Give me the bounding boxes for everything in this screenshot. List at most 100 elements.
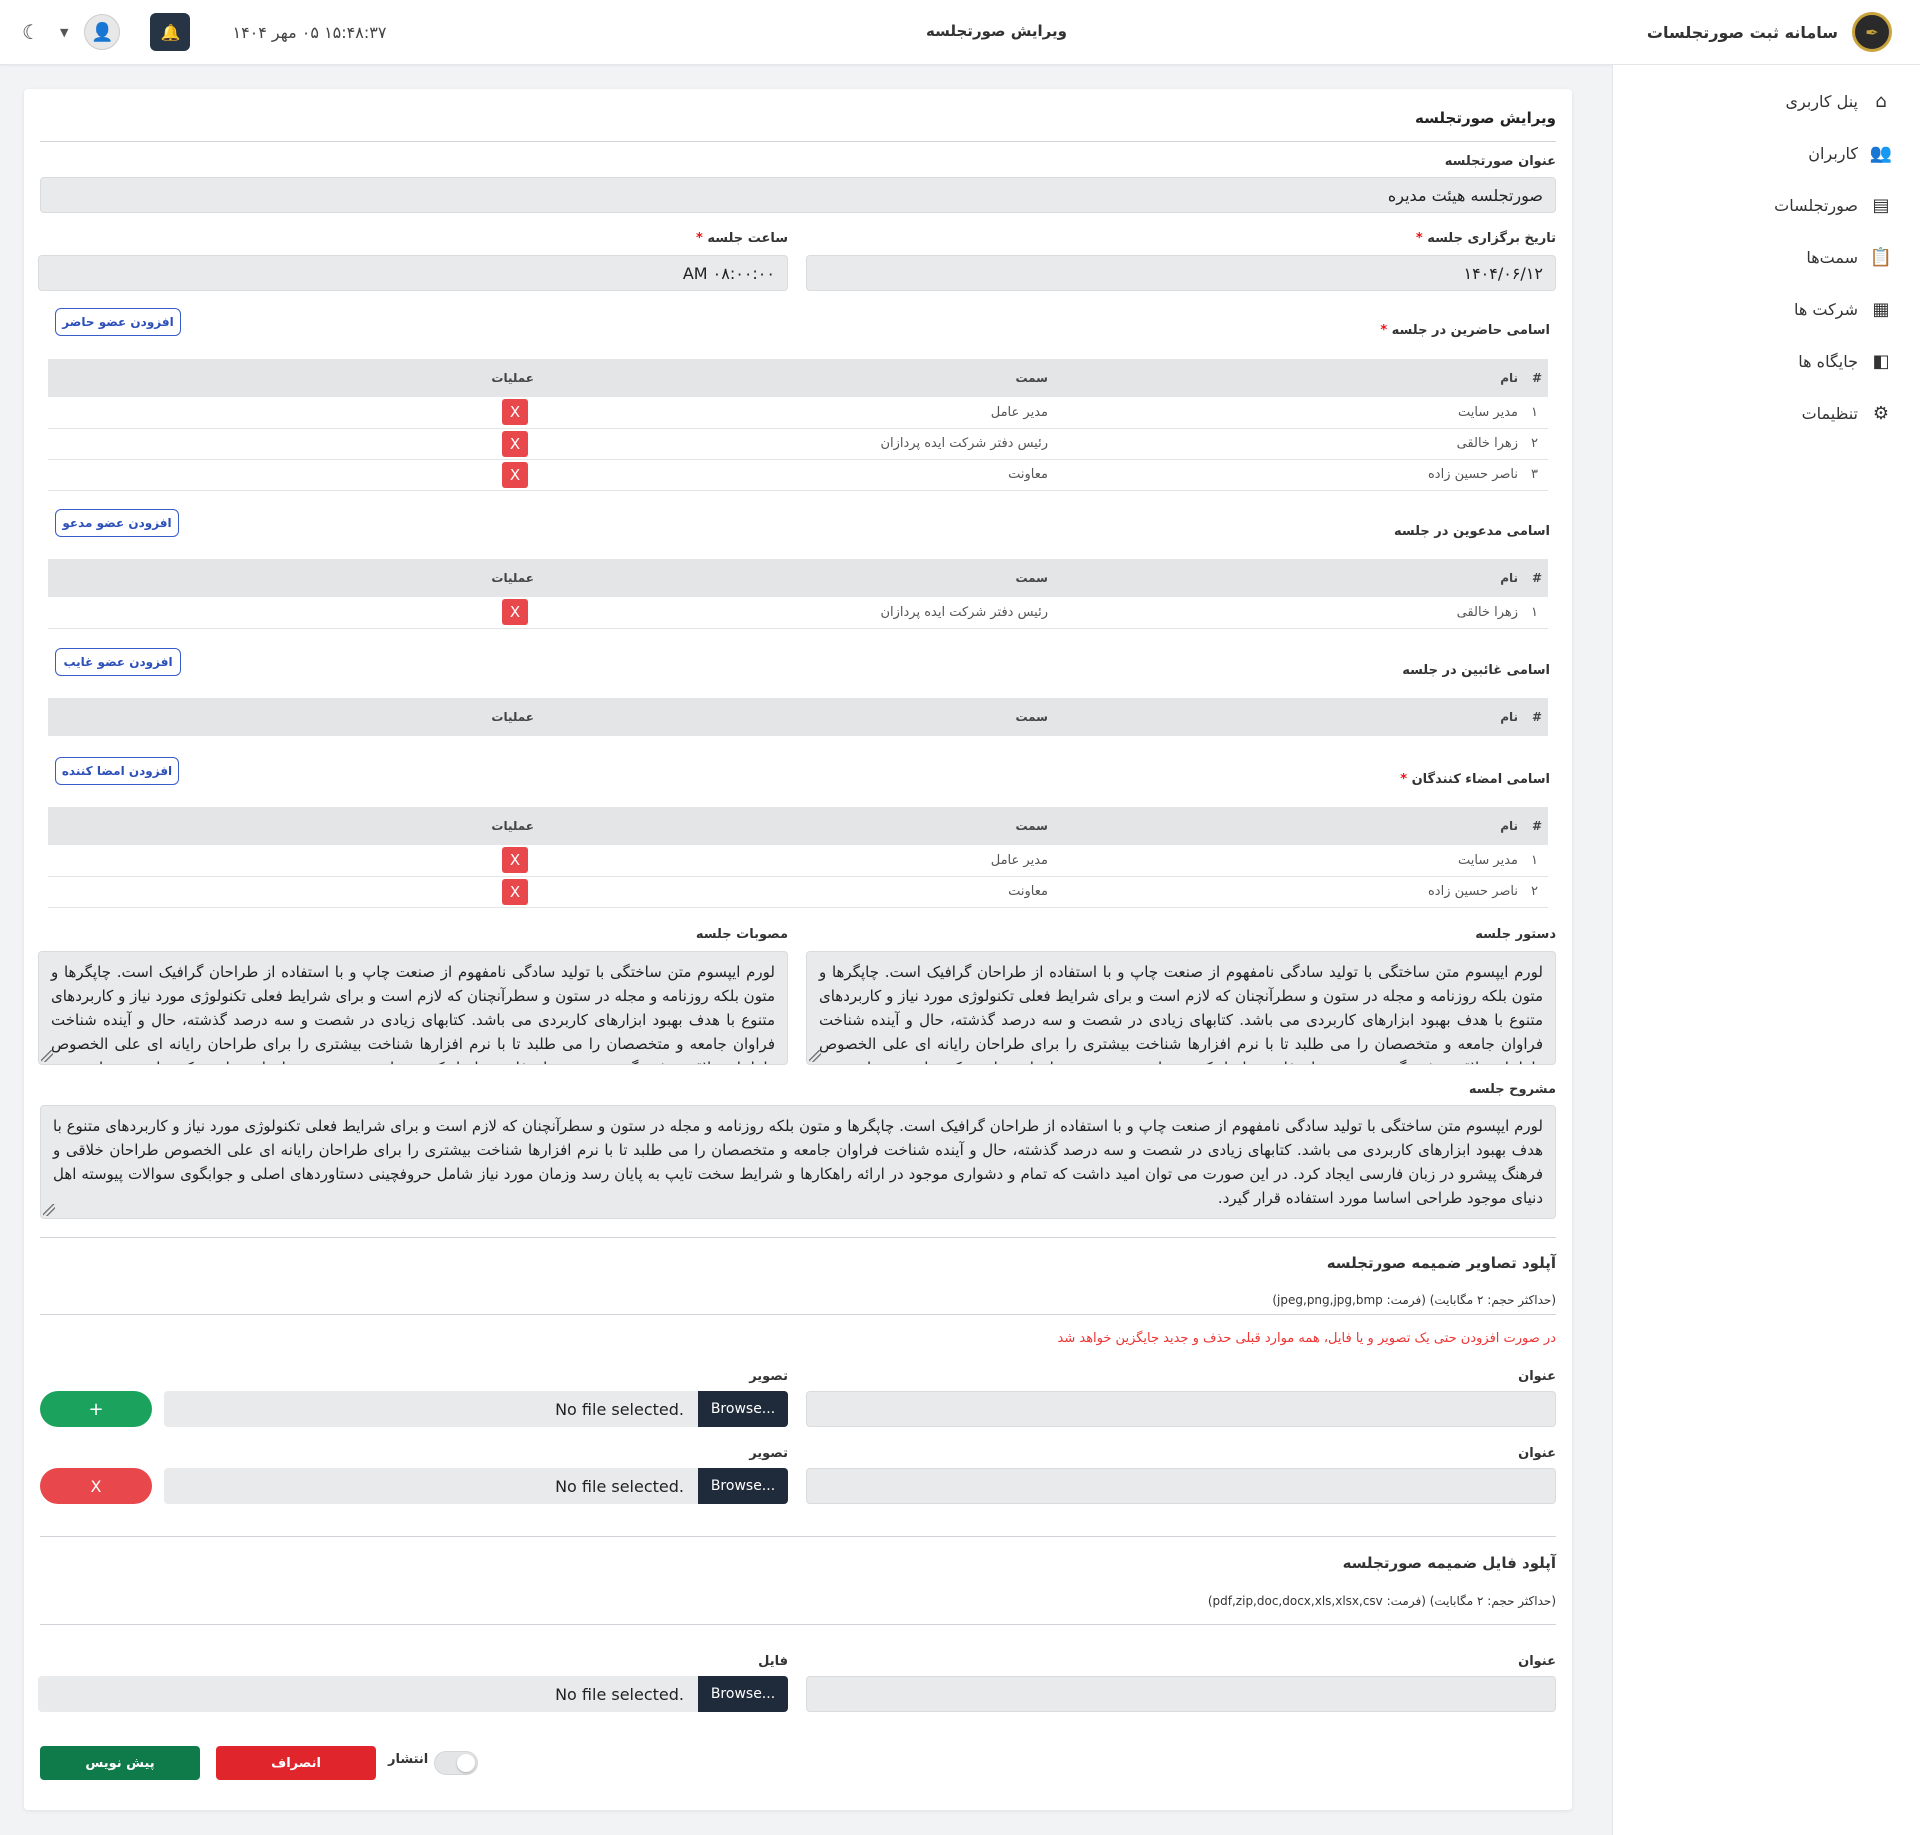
row-role: معاونت	[548, 876, 1048, 908]
divider	[40, 1624, 1556, 1625]
col-name: نام	[1048, 807, 1518, 845]
col-ops: عملیات	[48, 698, 548, 736]
agenda-textarea[interactable]: لورم ایپسوم متن ساختگی با تولید سادگی نا…	[806, 951, 1556, 1065]
resolutions-textarea[interactable]: لورم ایپسوم متن ساختگی با تولید سادگی نا…	[38, 951, 788, 1065]
title-input[interactable]: صورتجلسه هیئت مدیره	[40, 177, 1556, 213]
browse-button[interactable]: Browse...	[698, 1391, 788, 1427]
row-name: زهرا خالقی	[1048, 428, 1518, 460]
dark-mode-icon[interactable]: ☾	[22, 20, 40, 44]
agenda-label: دستور جلسه	[1475, 927, 1556, 942]
add-absentee-button[interactable]: افزودن عضو غایب	[55, 648, 181, 676]
top-bar: ✒ سامانه ثبت صورتجلسات ویرایش صورتجلسه ☾…	[0, 0, 1920, 65]
minutes-textarea[interactable]: لورم ایپسوم متن ساختگی با تولید سادگی نا…	[40, 1105, 1556, 1219]
sidebar-item-label: سمت‌ها	[1806, 248, 1858, 267]
upload-warning: در صورت افزودن حتی یک تصویر و یا فایل، ه…	[1057, 1331, 1556, 1346]
brand[interactable]: ✒ سامانه ثبت صورتجلسات	[1647, 12, 1892, 52]
image-title-input[interactable]	[806, 1391, 1556, 1427]
publish-toggle[interactable]	[434, 1751, 478, 1775]
delete-button[interactable]: X	[502, 878, 528, 905]
sidebar-item-roles[interactable]: 📋 سمت‌ها	[1806, 247, 1892, 268]
col-role: سمت	[548, 559, 1048, 597]
delete-button[interactable]: X	[502, 599, 528, 626]
edit-minutes-card: ویرایش صورتجلسه عنوان صورتجلسه صورتجلسه …	[24, 89, 1572, 1810]
row-num: ۱	[1518, 397, 1548, 429]
date-label: تاریخ برگزاری جلسه *	[1415, 231, 1556, 246]
door-icon: ◧	[1872, 351, 1890, 372]
image-file-input[interactable]: No file selected. Browse...	[164, 1391, 788, 1427]
time-label: ساعت جلسه *	[696, 231, 788, 246]
chevron-down-icon[interactable]: ▼	[60, 25, 69, 39]
resize-handle[interactable]	[43, 1204, 55, 1216]
col-name: نام	[1048, 559, 1518, 597]
invitees-table: # نام سمت عملیات ۱ زهرا خالقی رئیس دفتر …	[48, 559, 1548, 629]
required-mark: *	[696, 231, 703, 246]
sidebar-item-companies[interactable]: ▦ شرکت ها	[1794, 299, 1892, 320]
browse-button[interactable]: Browse...	[698, 1468, 788, 1504]
browse-button[interactable]: Browse...	[698, 1676, 788, 1712]
required-mark: *	[1400, 772, 1408, 787]
delete-button[interactable]: X	[502, 399, 528, 426]
publish-label: انتشار	[388, 1752, 429, 1767]
resize-handle[interactable]	[809, 1050, 821, 1062]
add-image-row-button[interactable]: +	[40, 1391, 152, 1427]
cancel-button[interactable]: انصراف	[216, 1746, 376, 1780]
table-row: ۱ زهرا خالقی رئیس دفتر شرکت ایده پردازان…	[48, 597, 1548, 629]
sidebar-item-settings[interactable]: ⚙ تنظیمات	[1802, 403, 1892, 424]
row-name: زهرا خالقی	[1048, 597, 1518, 629]
bell-icon[interactable]: 🔔	[150, 13, 191, 51]
building-icon: ▦	[1872, 299, 1890, 320]
attachment-file-input[interactable]: No file selected. Browse...	[38, 1676, 788, 1712]
image-title-input[interactable]	[806, 1468, 1556, 1504]
col-role: سمت	[548, 359, 1048, 397]
image-label: تصویر	[749, 1369, 788, 1384]
file-title-input[interactable]	[806, 1676, 1556, 1712]
row-num: ۲	[1518, 428, 1548, 460]
image-file-input[interactable]: No file selected. Browse...	[164, 1468, 788, 1504]
absentees-label: اسامی غائبین در جلسه	[1402, 663, 1550, 678]
row-num: ۲	[1518, 876, 1548, 908]
title-label: عنوان صورتجلسه	[1444, 154, 1556, 169]
add-attendee-button[interactable]: افزودن عضو حاضر	[55, 308, 181, 336]
delete-button[interactable]: X	[502, 430, 528, 457]
sidebar-item-minutes[interactable]: ▤ صورتجلسات	[1774, 195, 1892, 216]
row-role: رئیس دفتر شرکت ایده پردازان	[548, 428, 1048, 460]
files-upload-note: (حداکثر حجم: ۲ مگابایت) (فرمت: pdf,zip,d…	[1207, 1594, 1556, 1608]
home-icon: ⌂	[1875, 91, 1887, 112]
sidebar-item-dashboard[interactable]: ⌂ پنل کاربری	[1785, 91, 1892, 112]
attendees-table: # نام سمت عملیات ۱ مدیر سایت مدیر عامل X…	[48, 359, 1548, 491]
agenda-text: لورم ایپسوم متن ساختگی با تولید سادگی نا…	[819, 963, 1543, 1064]
logo-icon: ✒	[1852, 12, 1892, 52]
delete-button[interactable]: X	[502, 847, 528, 874]
document-icon: ▤	[1872, 195, 1890, 216]
toggle-knob	[457, 1754, 475, 1772]
invitees-label: اسامی مدعوین در جلسه	[1393, 524, 1550, 539]
col-ops: عملیات	[48, 559, 548, 597]
col-name: نام	[1048, 698, 1518, 736]
sidebar-item-users[interactable]: 👥 کاربران	[1808, 143, 1892, 164]
remove-image-row-button[interactable]: X	[40, 1468, 152, 1504]
draft-button[interactable]: پیش نویس	[40, 1746, 200, 1780]
date-input[interactable]: ۱۴۰۴/۰۶/۱۲	[806, 255, 1556, 291]
col-num: #	[1518, 559, 1548, 597]
sidebar-item-label: تنظیمات	[1801, 404, 1858, 423]
signers-label: اسامی امضاء کنندگان *	[1400, 772, 1550, 787]
sidebar-item-label: جایگاه ها	[1798, 352, 1858, 371]
sidebar-item-positions[interactable]: ◧ جایگاه ها	[1798, 351, 1892, 372]
avatar[interactable]: 👤	[84, 14, 121, 50]
delete-button[interactable]: X	[502, 461, 528, 488]
time-input[interactable]: AM ۰۸:۰۰:۰۰	[38, 255, 788, 291]
resize-handle[interactable]	[41, 1050, 53, 1062]
add-invitee-button[interactable]: افزودن عضو مدعو	[55, 509, 179, 537]
row-name: ناصر حسین زاده	[1048, 459, 1518, 491]
attendees-label: اسامی حاضرین در جلسه *	[1380, 323, 1550, 338]
image-title-label: عنوان	[1518, 1446, 1556, 1461]
image-title-label: عنوان	[1518, 1369, 1556, 1384]
add-signer-button[interactable]: افزودن امضا کننده	[55, 757, 179, 785]
col-num: #	[1518, 807, 1548, 845]
no-file-text: No file selected.	[555, 1684, 684, 1704]
table-row: ۲ زهرا خالقی رئیس دفتر شرکت ایده پردازان…	[48, 428, 1548, 460]
datetime: ۱۵:۴۸:۳۷ ۰۵ مهر ۱۴۰۴	[232, 22, 387, 42]
brand-title: سامانه ثبت صورتجلسات	[1646, 22, 1838, 42]
resolutions-text: لورم ایپسوم متن ساختگی با تولید سادگی نا…	[51, 963, 775, 1064]
table-row: ۲ ناصر حسین زاده معاونت X	[48, 876, 1548, 908]
